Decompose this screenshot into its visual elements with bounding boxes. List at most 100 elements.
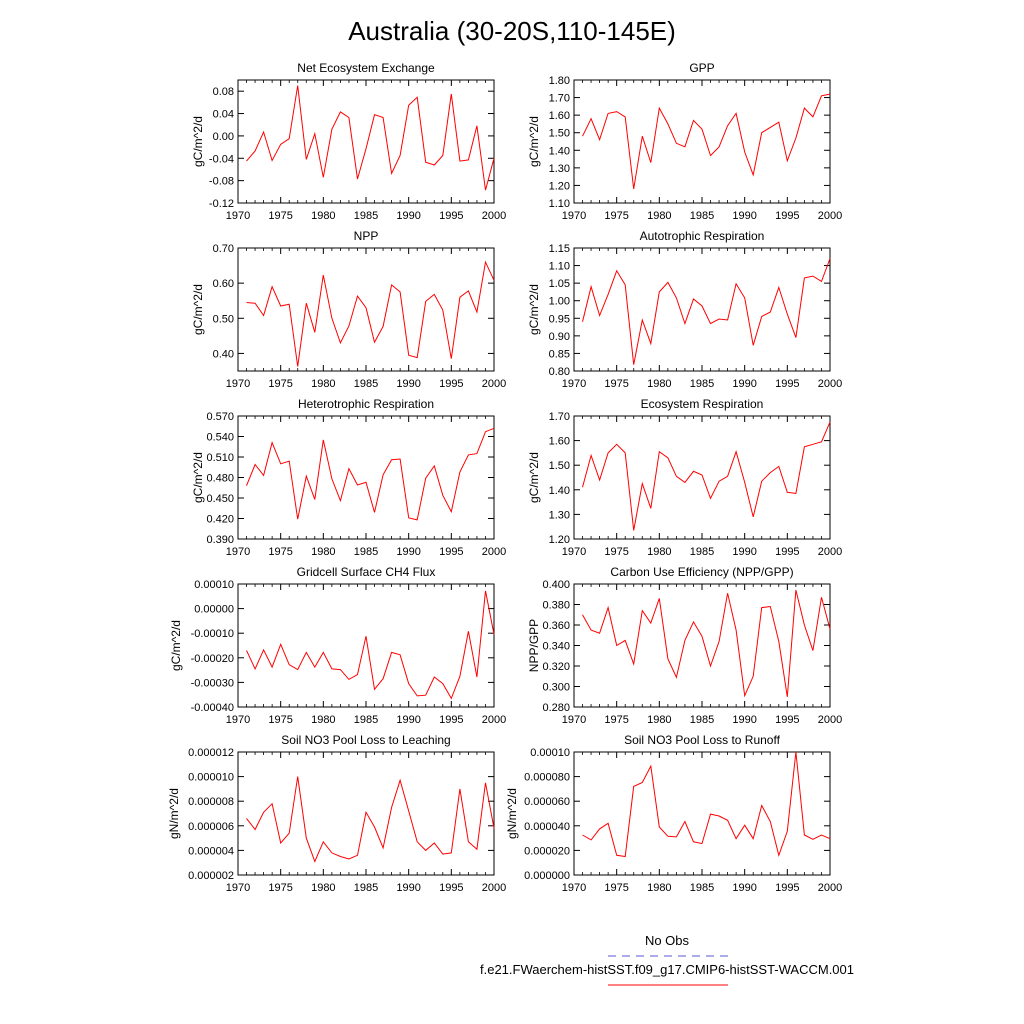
y-tick-label: 0.450 [206,493,234,505]
series-line [246,427,495,521]
figure-title: Australia (30-20S,110-145E) [348,16,676,46]
plot-frame [573,751,831,876]
x-tick-label: 1995 [439,714,463,726]
x-tick-label: 1970 [226,714,250,726]
y-tick-label: 0.420 [206,514,234,526]
panel-carbon-use-efficiency-npp-gpp: Carbon Use Efficiency (NPP/GPP) 1970 1975 1… [527,565,842,726]
x-tick-label: 1985 [354,210,378,222]
series-line [582,93,831,189]
panel-title: Soil NO3 Pool Loss to Leaching [281,733,450,747]
x-tick-label: 1980 [311,378,335,390]
y-tick-label: 1.15 [549,243,570,255]
x-tick-label: 1990 [732,546,756,558]
y-tick-label: 1.30 [549,509,570,521]
x-tick-label: 1975 [268,546,292,558]
y-axis-label: gC/m^2/d [169,620,183,671]
series-line [246,85,495,191]
series-line [582,589,831,698]
panel-soil-no3-pool-loss-to-leaching: Soil NO3 Pool Loss to Leaching 1970 1975 19… [167,733,506,894]
panels: Net Ecosystem Exchange 1970 1975 1980 1985 19… [167,61,842,894]
y-tick-label: 0.000012 [188,747,234,759]
y-tick-label: -0.12 [209,198,234,210]
y-tick-label: 0.480 [206,473,234,485]
y-tick-label: 1.60 [549,110,570,122]
y-tick-label: 0.000060 [524,796,570,808]
x-tick-label: 1985 [690,546,714,558]
x-tick-label: 2000 [818,546,842,558]
panel-title: Gridcell Surface CH4 Flux [297,565,436,579]
x-tick-label: 2000 [482,714,506,726]
y-tick-label: 0.000040 [524,821,570,833]
y-tick-label: 0.85 [549,348,570,360]
panel-soil-no3-pool-loss-to-runoff: Soil NO3 Pool Loss to Runoff 1970 1975 1980… [505,733,842,894]
x-tick-label: 1995 [439,882,463,894]
y-tick-label: 0.00 [213,131,234,143]
x-tick-label: 2000 [482,210,506,222]
x-tick-label: 1985 [354,714,378,726]
x-tick-label: 1985 [690,882,714,894]
x-tick-label: 1990 [396,210,420,222]
x-tick-label: 1985 [354,378,378,390]
panel-net-ecosystem-exchange: Net Ecosystem Exchange 1970 1975 1980 1985 19… [191,61,506,222]
x-tick-label: 1990 [396,378,420,390]
y-tick-label: 0.70 [213,243,234,255]
x-tick-label: 2000 [818,210,842,222]
x-tick-label: 1970 [562,714,586,726]
x-tick-label: 1980 [647,882,671,894]
y-tick-label: -0.00040 [191,702,234,714]
y-tick-label: 1.60 [549,436,570,448]
legend-label-no-obs: No Obs [645,933,690,948]
x-tick-label: 1995 [775,714,799,726]
y-tick-label: 0.00000 [194,604,234,616]
y-tick-label: 0.390 [206,534,234,546]
x-tick-label: 1990 [396,882,420,894]
x-tick-label: 1975 [604,882,628,894]
y-tick-label: 0.000004 [188,845,234,857]
x-tick-label: 1980 [647,714,671,726]
plot-frame [573,415,831,540]
y-tick-label: 0.000000 [524,870,570,882]
series-line [246,260,495,367]
x-tick-label: 1985 [354,546,378,558]
plot-frame [237,415,495,540]
x-tick-label: 1975 [268,378,292,390]
x-tick-label: 1980 [311,714,335,726]
y-tick-label: 1.05 [549,278,570,290]
y-tick-label: 0.000008 [188,796,234,808]
x-tick-label: 1995 [775,882,799,894]
plot-frame [573,247,831,372]
panel-title: Net Ecosystem Exchange [297,61,435,75]
panel-npp: NPP 1970 1975 1980 1985 1990 1995 2000 0.70 0.60 0… [191,229,506,390]
x-tick-label: 1975 [604,714,628,726]
y-tick-label: -0.08 [209,176,234,188]
panel-title: Heterotrophic Respiration [298,397,434,411]
x-tick-label: 1980 [647,210,671,222]
x-tick-label: 1990 [396,714,420,726]
panel-gridcell-surface-ch4-flux: Gridcell Surface CH4 Flux 1970 1975 1980 198… [169,565,506,726]
x-tick-label: 1970 [562,882,586,894]
x-tick-label: 1980 [311,882,335,894]
y-tick-label: 0.320 [542,661,570,673]
y-tick-label: 0.000006 [188,821,234,833]
x-tick-label: 1975 [268,210,292,222]
x-tick-label: 1975 [604,210,628,222]
y-tick-label: 0.00010 [530,747,570,759]
y-tick-label: 1.70 [549,93,570,105]
y-tick-label: 1.70 [549,411,570,423]
y-tick-label: 1.40 [549,485,570,497]
y-tick-label: 1.00 [549,296,570,308]
series-line [582,421,831,531]
y-axis-label: gC/m^2/d [191,116,205,167]
y-tick-label: 0.40 [213,348,234,360]
x-tick-label: 2000 [482,882,506,894]
x-tick-label: 1970 [562,378,586,390]
y-tick-label: 0.04 [213,109,234,121]
y-tick-label: 0.360 [542,620,570,632]
x-tick-label: 1970 [226,378,250,390]
x-tick-label: 1970 [562,210,586,222]
y-tick-label: 0.000080 [524,772,570,784]
y-tick-label: 0.08 [213,86,234,98]
y-tick-label: 0.400 [542,579,570,591]
y-tick-label: 1.10 [549,198,570,210]
